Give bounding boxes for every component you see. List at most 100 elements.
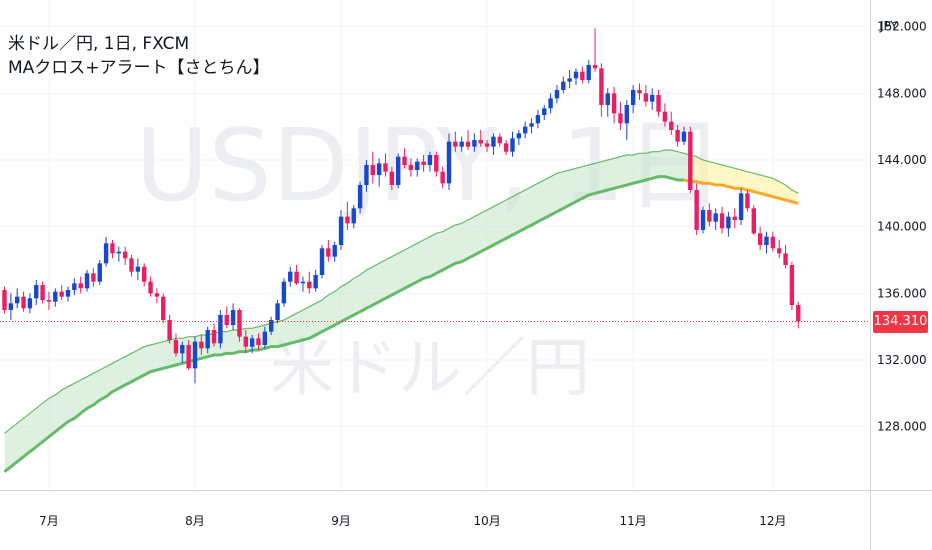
candle[interactable] — [503, 140, 509, 155]
candle[interactable] — [249, 335, 255, 354]
candle[interactable] — [669, 111, 674, 135]
candle[interactable] — [630, 85, 636, 114]
candle[interactable] — [2, 286, 7, 314]
candle[interactable] — [681, 126, 687, 145]
candle[interactable] — [770, 231, 776, 252]
candle[interactable] — [491, 133, 496, 155]
candle[interactable] — [72, 278, 77, 295]
candle[interactable] — [27, 293, 33, 314]
candle[interactable] — [243, 330, 248, 354]
candle[interactable] — [65, 286, 71, 302]
candle[interactable] — [459, 136, 464, 152]
candle[interactable] — [764, 231, 769, 254]
candle[interactable] — [103, 236, 109, 267]
candle[interactable] — [745, 190, 750, 212]
candle[interactable] — [84, 270, 90, 292]
candle[interactable] — [180, 341, 185, 364]
candle[interactable] — [357, 181, 363, 214]
candle[interactable] — [8, 293, 14, 320]
candle[interactable] — [338, 210, 344, 250]
candle[interactable] — [478, 130, 483, 147]
candle[interactable] — [713, 208, 718, 230]
candle[interactable] — [719, 206, 725, 234]
candle[interactable] — [78, 276, 83, 294]
candle[interactable] — [205, 326, 210, 354]
candle[interactable] — [662, 103, 668, 127]
candle[interactable] — [167, 315, 172, 344]
candle[interactable] — [624, 100, 629, 140]
candle[interactable] — [726, 211, 731, 237]
candle[interactable] — [15, 288, 20, 309]
candle[interactable] — [567, 70, 572, 89]
candle[interactable] — [580, 66, 585, 84]
candle[interactable] — [288, 266, 293, 287]
candle[interactable] — [751, 205, 756, 235]
candle[interactable] — [434, 151, 439, 177]
candle[interactable] — [408, 158, 414, 177]
candle[interactable] — [129, 255, 134, 277]
candle[interactable] — [497, 133, 502, 147]
candle[interactable] — [199, 335, 204, 355]
candle[interactable] — [142, 263, 147, 287]
candle[interactable] — [370, 151, 375, 184]
candle[interactable] — [313, 270, 318, 292]
candle[interactable] — [59, 285, 64, 300]
candle[interactable] — [383, 153, 388, 177]
candle[interactable] — [421, 155, 426, 172]
candle[interactable] — [643, 85, 649, 107]
candle[interactable] — [618, 101, 623, 130]
candle[interactable] — [738, 188, 744, 225]
candle[interactable] — [529, 118, 534, 134]
candle[interactable] — [230, 303, 236, 330]
candle[interactable] — [446, 133, 452, 190]
candle[interactable] — [46, 291, 52, 310]
candle[interactable] — [300, 276, 306, 292]
candle[interactable] — [542, 105, 547, 120]
candle[interactable] — [269, 316, 274, 335]
candle[interactable] — [389, 166, 395, 190]
candle[interactable] — [523, 121, 528, 139]
candle[interactable] — [656, 90, 661, 117]
candle[interactable] — [40, 281, 45, 304]
candle[interactable] — [211, 323, 217, 347]
candle[interactable] — [757, 226, 763, 250]
candle[interactable] — [675, 125, 680, 147]
candle[interactable] — [694, 183, 699, 235]
candle[interactable] — [402, 148, 407, 169]
candle[interactable] — [116, 246, 121, 262]
candle[interactable] — [465, 130, 471, 150]
candle[interactable] — [173, 333, 179, 357]
candle[interactable] — [34, 280, 39, 305]
candle[interactable] — [376, 158, 382, 187]
candle[interactable] — [186, 340, 191, 370]
candle[interactable] — [345, 201, 350, 230]
candle[interactable] — [256, 333, 261, 350]
candle[interactable] — [707, 203, 712, 227]
candle[interactable] — [161, 293, 166, 324]
candle[interactable] — [97, 260, 102, 285]
candle[interactable] — [415, 158, 420, 177]
candle[interactable] — [732, 208, 737, 229]
candle[interactable] — [440, 166, 445, 189]
candle[interactable] — [154, 288, 160, 304]
candles[interactable] — [2, 28, 801, 384]
candle[interactable] — [281, 278, 287, 307]
candle[interactable] — [351, 205, 356, 229]
candle[interactable] — [21, 291, 26, 312]
candle[interactable] — [135, 258, 141, 280]
candle[interactable] — [332, 241, 337, 262]
candle[interactable] — [777, 240, 782, 259]
candle[interactable] — [516, 130, 522, 145]
candle[interactable] — [218, 310, 223, 349]
candle[interactable] — [427, 151, 433, 172]
candle[interactable] — [554, 85, 560, 104]
candle[interactable] — [237, 308, 242, 342]
candle[interactable] — [650, 88, 655, 110]
candle[interactable] — [535, 110, 541, 129]
candle[interactable] — [262, 326, 268, 349]
candle[interactable] — [319, 245, 325, 279]
candle[interactable] — [91, 268, 96, 287]
candle[interactable] — [326, 240, 331, 262]
candle[interactable] — [611, 86, 617, 124]
